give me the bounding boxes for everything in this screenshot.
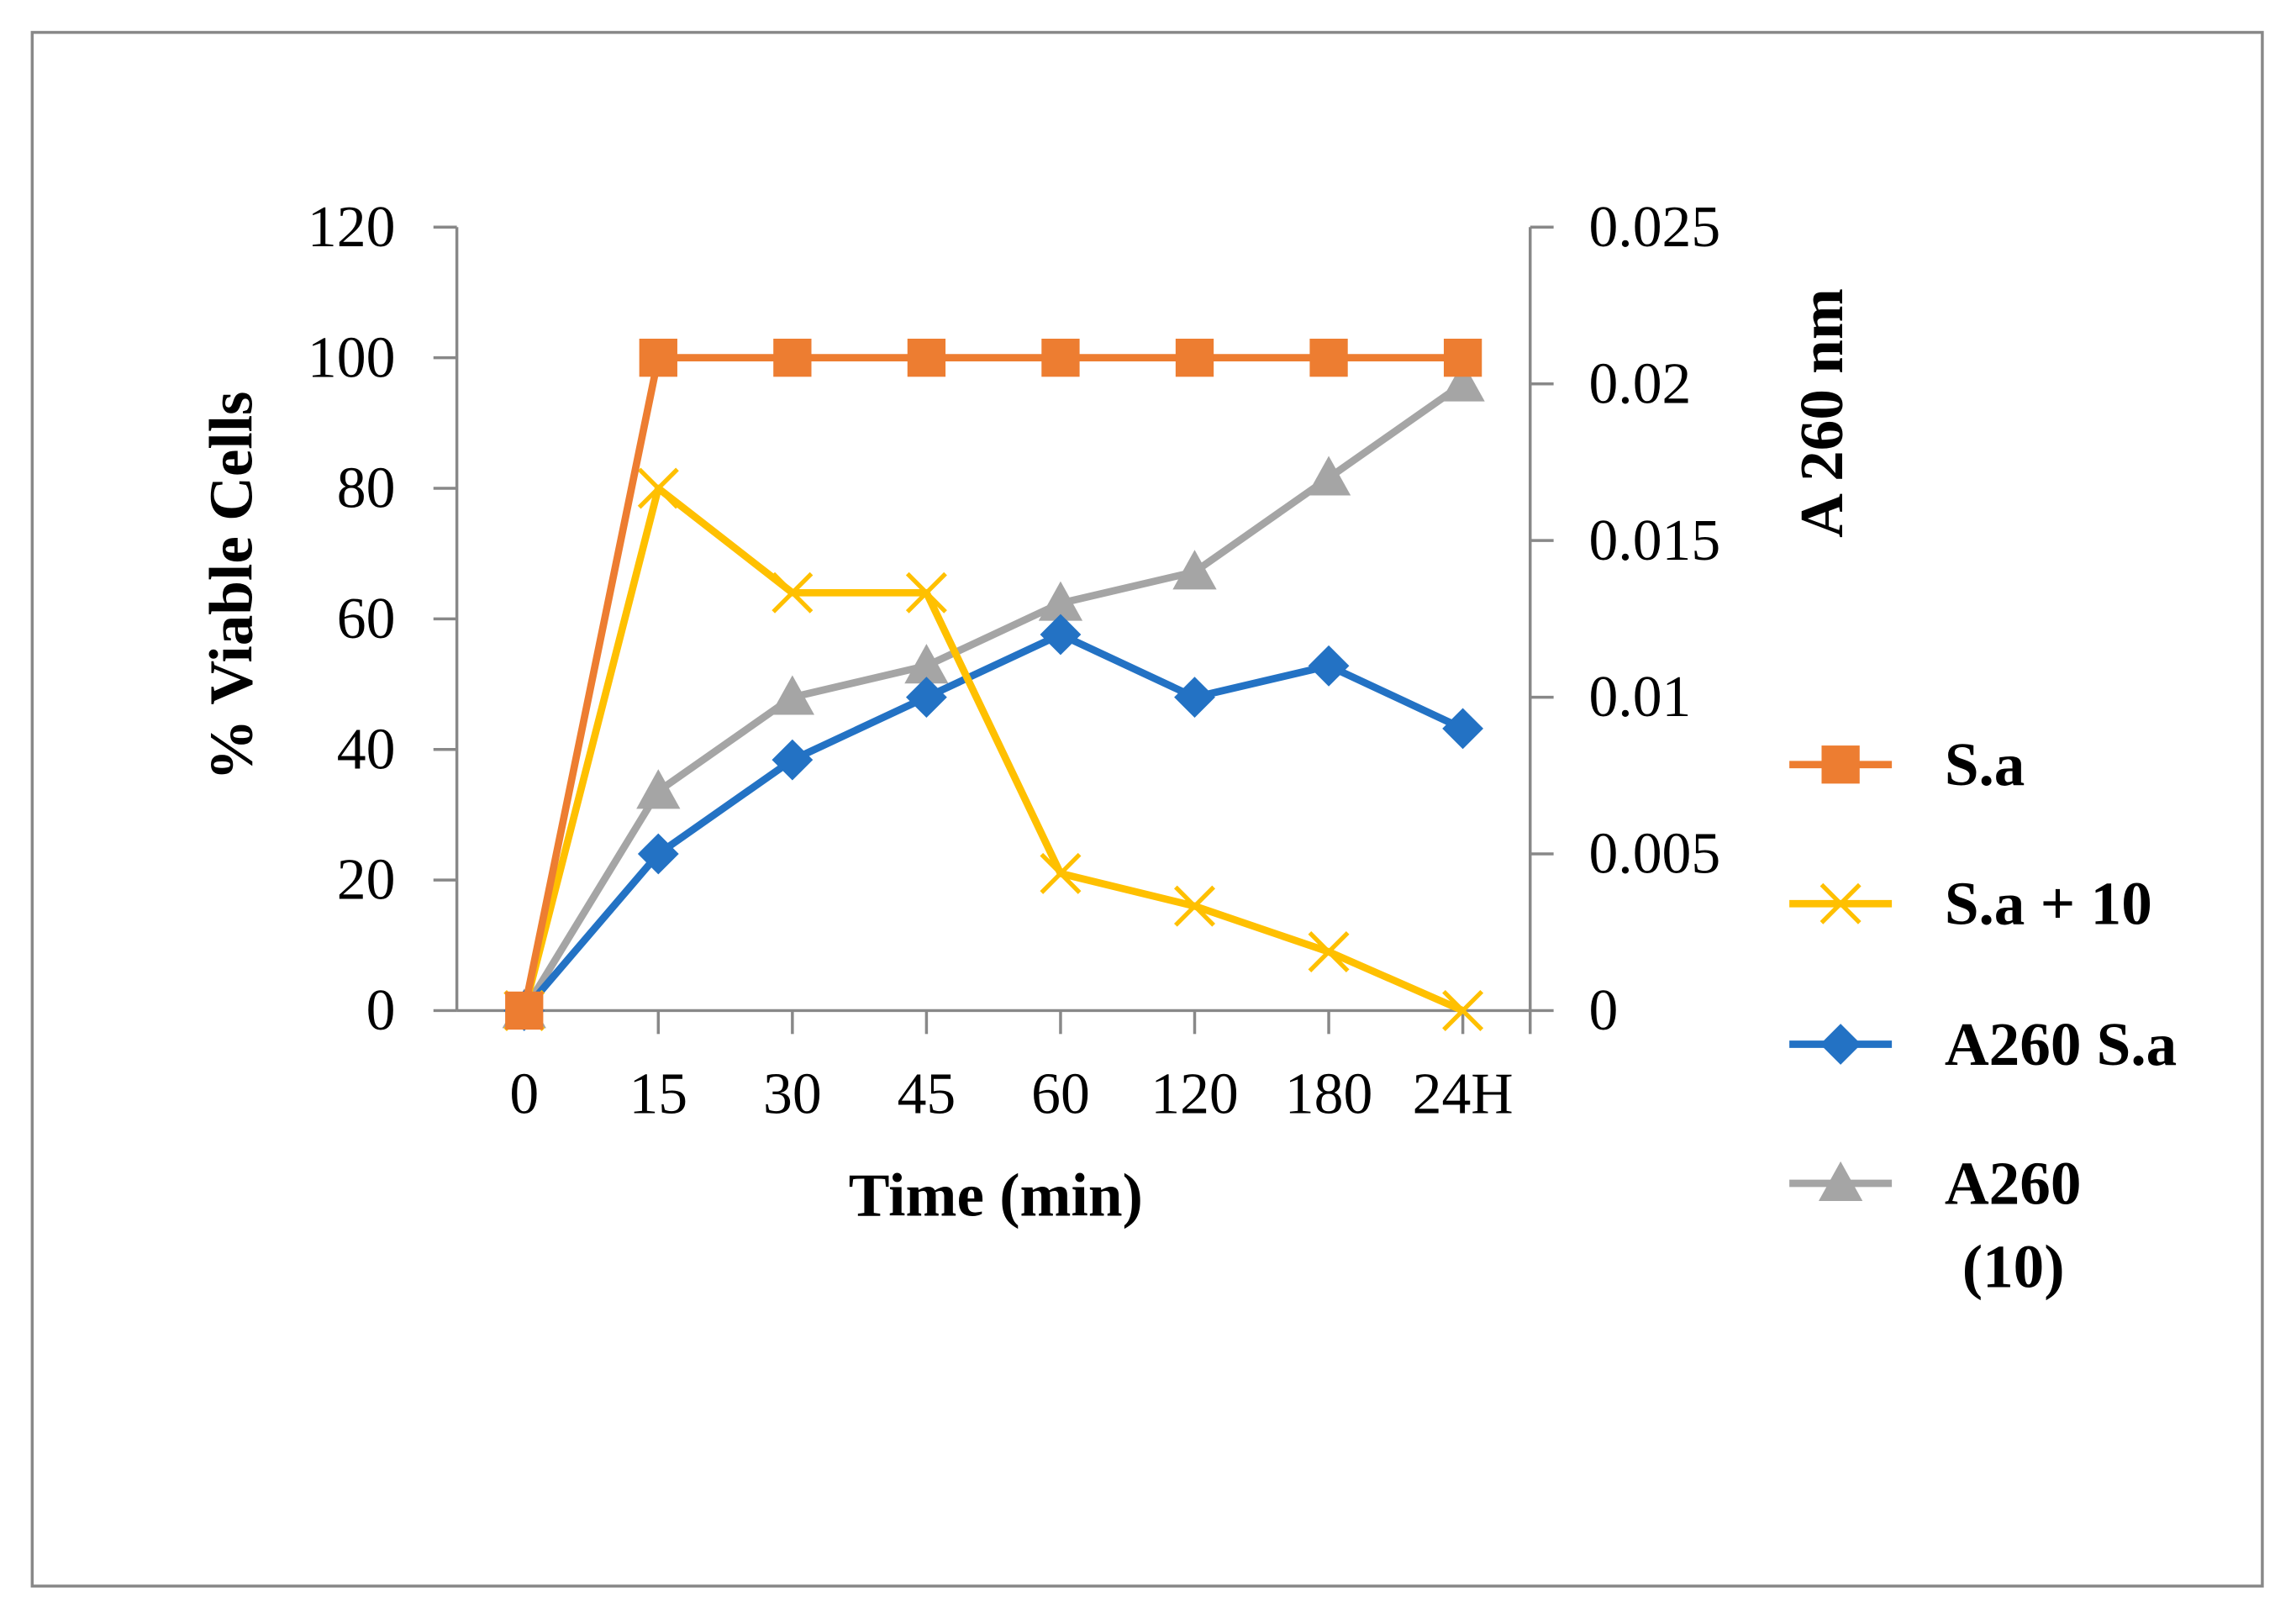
y-axis-title: % Viable Cells bbox=[197, 391, 266, 780]
x-marker bbox=[1819, 882, 1862, 924]
triangle-marker bbox=[1818, 1161, 1863, 1201]
series-line bbox=[520, 484, 1465, 1014]
square-marker bbox=[773, 338, 812, 377]
x-tick-label: 180 bbox=[1285, 1061, 1373, 1126]
x-tick-label: 30 bbox=[763, 1061, 822, 1126]
diamond-marker bbox=[906, 677, 947, 718]
legend-label: S.a bbox=[1945, 730, 2025, 798]
y-tick-label: 100 bbox=[308, 325, 396, 390]
y-tick-label: 20 bbox=[337, 848, 396, 913]
x-marker bbox=[1442, 989, 1484, 1031]
chart-frame bbox=[30, 30, 2264, 1588]
legend-item: A260 (10) bbox=[1789, 1149, 2082, 1301]
legend-label: A260 S.a bbox=[1945, 1010, 2177, 1078]
x-marker bbox=[637, 467, 679, 509]
x-axis-title: Time (min) bbox=[849, 1161, 1143, 1229]
x-tick-label: 120 bbox=[1151, 1061, 1239, 1126]
square-marker bbox=[907, 338, 946, 377]
triangle-marker bbox=[1440, 361, 1485, 402]
series-s-a bbox=[505, 338, 1482, 1030]
x-tick-label: 0 bbox=[509, 1061, 539, 1126]
y2-tick-label: 0.005 bbox=[1588, 822, 1720, 887]
square-marker bbox=[1041, 338, 1080, 377]
triangle-marker bbox=[1306, 456, 1351, 496]
square-marker bbox=[1175, 338, 1214, 377]
x-marker bbox=[1308, 931, 1350, 973]
triangle-marker bbox=[1038, 581, 1083, 621]
triangle-marker bbox=[1172, 550, 1217, 590]
x-marker bbox=[1040, 852, 1082, 894]
square-marker bbox=[1821, 745, 1860, 784]
triangle-marker bbox=[636, 769, 681, 809]
triangle-marker bbox=[770, 675, 814, 715]
legend-item: S.a + 10 bbox=[1789, 870, 2152, 938]
x-tick-label: 45 bbox=[898, 1061, 956, 1126]
y2-axis-title: A 260 nm bbox=[1788, 288, 1856, 538]
x-tick-label: 60 bbox=[1031, 1061, 1090, 1126]
y-tick-label: 0 bbox=[366, 978, 396, 1043]
y2-tick-label: 0.015 bbox=[1588, 508, 1720, 573]
x-tick-label: 24H bbox=[1413, 1061, 1514, 1126]
x-tick-label: 15 bbox=[629, 1061, 687, 1126]
y2-tick-label: 0.025 bbox=[1588, 195, 1720, 260]
square-marker bbox=[505, 991, 544, 1030]
series-line bbox=[520, 354, 1463, 1012]
y2-tick-label: 0 bbox=[1588, 978, 1618, 1043]
square-marker bbox=[1443, 338, 1482, 377]
legend-label: S.a + 10 bbox=[1945, 870, 2152, 938]
series-line bbox=[521, 381, 1466, 1013]
series-line bbox=[521, 630, 1465, 1014]
legend-label: A260 bbox=[1945, 1149, 2082, 1217]
x-marker bbox=[1174, 885, 1216, 927]
triangle-marker bbox=[904, 644, 949, 684]
x-marker bbox=[771, 571, 814, 614]
legend-item: S.a bbox=[1789, 730, 2025, 798]
legend-label: (10) bbox=[1962, 1233, 2065, 1301]
y-tick-label: 80 bbox=[337, 456, 396, 521]
y-tick-label: 40 bbox=[337, 717, 396, 782]
x-marker bbox=[905, 571, 947, 614]
diamond-marker bbox=[637, 833, 679, 875]
y2-tick-label: 0.01 bbox=[1588, 665, 1691, 729]
series-a260-10- bbox=[502, 361, 1485, 1029]
diamond-marker bbox=[771, 739, 814, 781]
y-tick-label: 120 bbox=[308, 195, 396, 260]
y2-tick-label: 0.02 bbox=[1588, 351, 1691, 416]
y-tick-label: 60 bbox=[337, 587, 396, 651]
square-marker bbox=[1309, 338, 1348, 377]
square-marker bbox=[639, 338, 677, 377]
